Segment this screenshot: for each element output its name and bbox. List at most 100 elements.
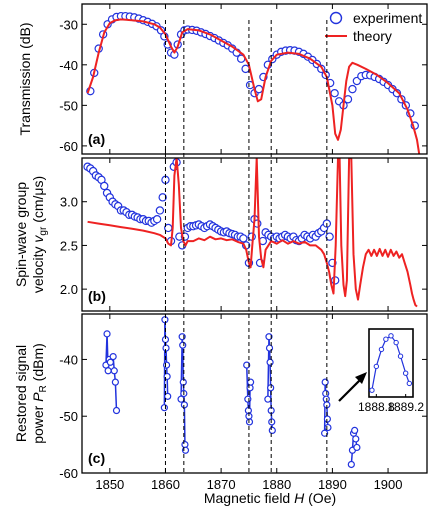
- inset-marker: [369, 387, 375, 393]
- experiment-connector: [269, 362, 272, 388]
- inset-frame: [368, 328, 414, 398]
- y-axis-label-subscript: gr: [38, 226, 49, 236]
- experiment-marker: [244, 395, 252, 403]
- experiment-marker: [348, 84, 357, 94]
- experiment-marker: [330, 88, 339, 98]
- x-tick-label: 1880: [262, 477, 291, 492]
- legend-label: experiment: [353, 10, 422, 26]
- experiment-marker: [239, 234, 248, 243]
- experiment-marker: [321, 429, 329, 437]
- y-tick-label: -40: [59, 58, 78, 73]
- experiment-marker: [392, 88, 402, 98]
- theory-line: [87, 158, 418, 308]
- y-tick-label: 2.5: [60, 238, 78, 253]
- experiment-marker: [177, 395, 185, 403]
- x-axis-label-symbol: H: [294, 490, 305, 506]
- y-axis-label-unit: (dBm): [30, 343, 46, 385]
- experiment-marker: [243, 361, 251, 369]
- x-tick-label: 1870: [207, 477, 236, 492]
- experiment-marker: [268, 418, 276, 426]
- experiment-marker: [152, 214, 162, 224]
- inset-marker: [388, 333, 394, 339]
- inset-marker: [397, 353, 404, 359]
- y-axis-label: power PR (dBm): [30, 343, 49, 444]
- legend-marker: [329, 11, 343, 25]
- plot-frame: [81, 3, 428, 155]
- experiment-marker: [245, 418, 254, 426]
- experiment-marker: [353, 443, 361, 452]
- inset-marker: [402, 370, 409, 376]
- y-tick-label: -60: [59, 466, 78, 481]
- y-axis-label-subscript: R: [38, 385, 49, 392]
- plot-frame: [81, 313, 428, 474]
- y-tick-label: -60: [59, 139, 78, 154]
- experiment-marker: [179, 378, 187, 386]
- x-tick-label: 1850: [95, 477, 124, 492]
- y-tick-label: -50: [59, 409, 78, 424]
- plot-frame: [81, 157, 428, 312]
- experiment-connector: [181, 345, 185, 383]
- experiment-marker: [268, 426, 276, 435]
- y-tick-label: 3.0: [60, 195, 78, 210]
- inset-marker: [373, 363, 380, 370]
- theory-line: [86, 18, 421, 154]
- y-axis-label-symbol: P: [30, 392, 46, 402]
- inset-marker: [393, 339, 399, 346]
- experiment-marker: [322, 395, 330, 403]
- experiment-marker: [164, 392, 172, 400]
- experiment-marker: [324, 423, 332, 432]
- experiment-marker: [100, 181, 109, 191]
- panel-a-transmission: -30 -40 -50 -60 (a) Transmission (dB) experime…: [17, 3, 428, 155]
- inset-tick-label: 1889.2: [387, 400, 424, 414]
- inset-tick-label: 1888.8: [358, 400, 395, 414]
- inset-marker: [406, 380, 413, 387]
- experiment-marker: [110, 367, 118, 375]
- inset-arrow-head: [355, 372, 367, 384]
- experiment-marker: [112, 406, 121, 415]
- experiment-marker: [162, 361, 171, 369]
- experiment-marker: [254, 84, 264, 94]
- inset-marker: [378, 346, 385, 353]
- y-tick-label: 2.0: [60, 282, 78, 297]
- y-tick-label: -30: [59, 17, 78, 32]
- experiment-marker: [265, 333, 273, 341]
- plot-area: [83, 158, 418, 308]
- experiment-marker: [160, 404, 168, 412]
- experiment-marker: [267, 384, 275, 392]
- panel-b-group-velocity: 2.0 2.5 3.0 (b) Spin-wave group velocity vgr …: [13, 157, 428, 312]
- experiment-marker: [266, 358, 274, 366]
- experiment-marker: [103, 330, 111, 338]
- experiment-marker: [244, 406, 252, 415]
- experiment-marker: [180, 401, 188, 409]
- experiment-marker: [111, 378, 119, 386]
- panel-c-restored-power: 1850 1860 1870 1880 1890 1900 -40 -50 -60 (c) Rest…: [13, 313, 428, 492]
- experiment-marker: [161, 316, 169, 324]
- inset-marker: [383, 336, 389, 342]
- x-tick-label: 1890: [318, 477, 347, 492]
- experiment-connector: [114, 382, 118, 411]
- experiment-marker: [352, 435, 360, 443]
- experiment-marker: [246, 384, 254, 392]
- inset-arrow-shaft: [338, 377, 363, 402]
- experiment-marker: [241, 64, 250, 74]
- panel-label: (b): [88, 288, 106, 304]
- y-axis-label: Spin-wave group: [13, 182, 29, 287]
- experiment-marker: [162, 344, 170, 352]
- experiment-marker: [347, 460, 355, 469]
- experiment-marker: [325, 232, 334, 241]
- experiment-marker: [179, 341, 187, 349]
- experiment-marker: [104, 367, 112, 375]
- legend: experiment theory: [325, 10, 422, 44]
- panel-label: (c): [88, 450, 105, 466]
- y-axis-label-unit: (cm/μs): [30, 176, 46, 227]
- x-tick-label: 1860: [151, 477, 180, 492]
- legend-label: theory: [353, 28, 392, 44]
- experiment-marker: [323, 415, 331, 423]
- y-axis-label: velocity vgr (cm/μs): [30, 176, 49, 293]
- experiment-marker: [351, 426, 359, 435]
- y-axis-label: Restored signal: [13, 345, 29, 442]
- y-axis-label: Transmission (dB): [17, 22, 33, 135]
- x-tick-label: 1900: [374, 477, 403, 492]
- experiment-marker: [322, 389, 330, 398]
